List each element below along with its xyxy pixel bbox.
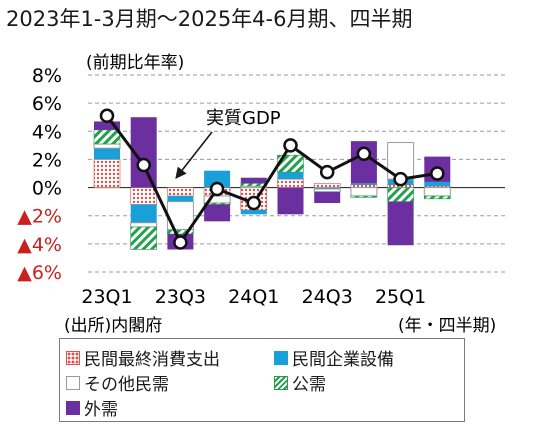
bar-public-25Q2 <box>423 195 451 200</box>
y-tick-label: 4% <box>32 121 62 143</box>
gdp-series-line <box>105 114 438 244</box>
y-axis-label: (前期比年率) <box>86 53 184 73</box>
y-tick-labels: 8% 6% 4% 2% 0% ▲2% ▲4% ▲6% <box>17 65 62 284</box>
legend-item-consumption: 民間最終消費支出 <box>66 345 220 370</box>
gdp-point-25Q2 <box>430 166 445 181</box>
legend-label-other-private: その他民需 <box>84 375 169 395</box>
bar-invest-23Q2 <box>130 204 157 223</box>
gdp-point-23Q1 <box>99 108 115 124</box>
legend-swatch-other-private <box>66 375 80 390</box>
bar-cons-23Q2 <box>130 187 157 205</box>
bar-ext-25Q1 <box>387 201 414 246</box>
legend-label-consumption: 民間最終消費支出 <box>84 350 220 370</box>
bar-invest-23Q4 <box>204 170 231 188</box>
bar-invest-24Q4 <box>350 183 377 185</box>
x-tick-label: 24Q1 <box>228 286 279 308</box>
bar-ext-23Q1 <box>94 121 120 130</box>
bar-cons-24Q2 <box>277 178 304 188</box>
legend-swatch-investment <box>274 350 288 365</box>
legend: 民間最終消費支出 民間企業設備 その他民需 公需 外需 <box>59 338 465 422</box>
legend-swatch-external <box>66 400 80 415</box>
bar-public-24Q1 <box>240 183 268 187</box>
bar-invest-24Q2 <box>277 172 304 180</box>
x-axis-unit: (年・四半期) <box>398 316 496 336</box>
gdp-annotation-label: 実質GDP <box>206 108 281 129</box>
bar-cons-23Q1 <box>93 159 121 188</box>
x-tick-label: 25Q1 <box>375 286 426 308</box>
bar-ext-23Q4 <box>204 204 231 222</box>
bar-invest-24Q1 <box>240 210 267 215</box>
bar-public-24Q4 <box>350 195 378 198</box>
y-tick-label: 8% <box>32 65 62 87</box>
chart-title: 2023年1-3月期～2025年4-6月期、四半期 <box>6 7 413 31</box>
legend-swatch-public <box>274 375 288 390</box>
y-tick-label: ▲6% <box>17 262 62 284</box>
gdp-point-23Q3 <box>173 235 188 250</box>
bar-other-24Q3 <box>313 188 341 193</box>
bar-other-23Q1 <box>93 143 121 149</box>
gdp-point-23Q4 <box>209 181 225 197</box>
bar-public-23Q2 <box>130 226 157 250</box>
legend-label-external: 外需 <box>84 400 118 420</box>
legend-item-public: 公需 <box>274 370 326 395</box>
gdp-annotation-arrow <box>175 131 213 179</box>
x-tick-label: 23Q1 <box>81 286 132 308</box>
gdp-point-24Q3 <box>319 164 335 180</box>
gdp-line <box>99 108 445 250</box>
source-note: (出所)内閣府 <box>64 316 162 336</box>
y-tick-label: 2% <box>32 149 62 171</box>
gdp-point-24Q2 <box>283 138 298 153</box>
legend-item-external: 外需 <box>66 395 118 420</box>
gdp-contribution-chart: (前期比年率) 8% 6% 4% 2% 0% ▲2% ▲4% ▲6% 23Q1 23Q3 24Q1… <box>17 53 505 336</box>
bar-other-23Q2 <box>130 222 158 228</box>
gdp-point-25Q1 <box>393 171 408 187</box>
y-tick-label: ▲4% <box>17 234 62 256</box>
x-tick-label: 24Q3 <box>302 286 353 308</box>
x-tick-label: 23Q3 <box>155 286 206 308</box>
legend-item-investment: 民間企業設備 <box>274 345 394 370</box>
legend-item-other-private: その他民需 <box>66 370 169 395</box>
legend-label-investment: 民間企業設備 <box>292 350 394 370</box>
bars <box>93 117 451 250</box>
bar-public-23Q1 <box>93 129 121 145</box>
bar-public-25Q1 <box>387 187 414 202</box>
bar-ext-24Q1 <box>240 177 267 184</box>
bar-ext-24Q2 <box>277 187 304 215</box>
bar-other-25Q2 <box>423 187 451 197</box>
x-tick-labels: 23Q1 23Q3 24Q1 24Q3 25Q1 <box>81 286 426 308</box>
bar-invest-23Q1 <box>94 148 120 160</box>
bar-cons-24Q3 <box>313 183 341 188</box>
bar-cons-23Q3 <box>167 187 194 197</box>
bar-invest-24Q3 <box>314 187 341 189</box>
bar-invest-23Q3 <box>167 196 194 202</box>
bar-ext-24Q3 <box>314 191 341 204</box>
legend-label-public: 公需 <box>292 375 326 395</box>
gdp-point-24Q4 <box>356 146 372 162</box>
bar-invest-25Q2 <box>424 181 451 187</box>
y-tick-label: ▲2% <box>17 206 62 228</box>
gdp-point-23Q2 <box>136 157 151 173</box>
gdp-point-24Q1 <box>246 195 262 211</box>
legend-swatch-consumption <box>66 350 80 365</box>
bar-other-24Q4 <box>350 187 378 197</box>
y-tick-label: 0% <box>32 178 62 200</box>
y-tick-label: 6% <box>32 93 62 115</box>
